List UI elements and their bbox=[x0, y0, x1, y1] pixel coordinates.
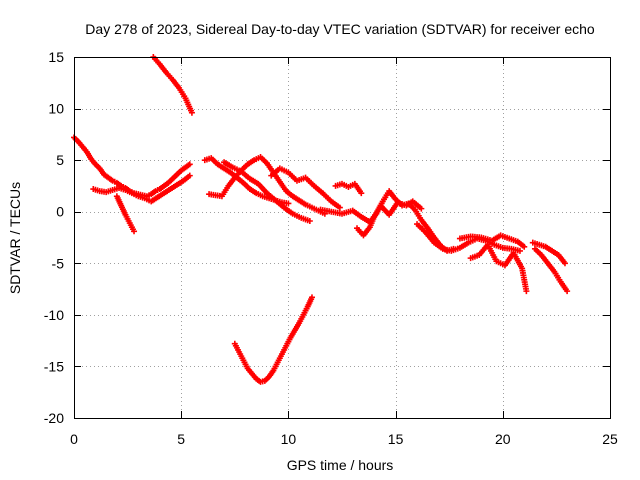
y-tick-label: -5 bbox=[52, 255, 65, 271]
x-axis-label: GPS time / hours bbox=[287, 457, 394, 473]
data-point bbox=[186, 172, 193, 179]
y-tick-label: 15 bbox=[48, 49, 64, 65]
series-main-trend-lower bbox=[90, 172, 193, 205]
series-main-trend bbox=[71, 134, 193, 200]
axis-ticks: 0 5 10 15 20 25 -20 -15 -10 -5 0 5 10 15 bbox=[44, 49, 618, 447]
series-mid-loop bbox=[268, 165, 343, 211]
y-tick-label: -20 bbox=[44, 410, 64, 426]
x-tick-label: 25 bbox=[602, 431, 618, 447]
data-point bbox=[564, 288, 571, 295]
data-point bbox=[131, 228, 138, 235]
x-tick-label: 5 bbox=[177, 431, 185, 447]
data-point bbox=[516, 247, 523, 254]
data-point bbox=[336, 204, 343, 211]
series-mid-right-dips bbox=[354, 198, 425, 239]
x-tick-label: 0 bbox=[70, 431, 78, 447]
data-point bbox=[521, 243, 528, 250]
series-late-trend bbox=[414, 221, 523, 254]
y-tick-label: -10 bbox=[44, 307, 64, 323]
data-point bbox=[561, 260, 568, 267]
series-end-b bbox=[531, 245, 571, 295]
data-point bbox=[186, 161, 193, 168]
grid-lines bbox=[74, 57, 610, 418]
y-tick-label: 10 bbox=[48, 101, 64, 117]
y-axis-label: SDTVAR / TECUs bbox=[7, 182, 23, 294]
y-tick-label: 5 bbox=[56, 152, 64, 168]
series-end-a bbox=[529, 239, 568, 267]
x-tick-label: 20 bbox=[495, 431, 511, 447]
series-mid-cluster-c bbox=[221, 159, 313, 224]
series-mid-cluster-b bbox=[206, 154, 328, 217]
data-point bbox=[358, 190, 365, 197]
data-point bbox=[418, 205, 425, 212]
series-late-lower bbox=[467, 241, 530, 295]
series-early-drop bbox=[113, 193, 138, 235]
data-point bbox=[523, 288, 530, 295]
data-point bbox=[306, 217, 313, 224]
series-late-upper bbox=[456, 232, 528, 250]
y-tick-label: 0 bbox=[56, 204, 64, 220]
data-point bbox=[188, 109, 195, 116]
plot-frame bbox=[74, 57, 611, 419]
x-tick-label: 15 bbox=[388, 431, 404, 447]
data-point bbox=[285, 200, 292, 207]
chart-title: Day 278 of 2023, Sidereal Day-to-day VTE… bbox=[85, 21, 595, 37]
x-tick-label: 10 bbox=[281, 431, 297, 447]
series-bump-13 bbox=[332, 180, 365, 197]
data-point bbox=[308, 294, 315, 301]
series-deep-arc bbox=[231, 294, 315, 385]
series-rise-arc bbox=[150, 54, 195, 116]
data-points bbox=[71, 54, 571, 385]
y-tick-label: -15 bbox=[44, 358, 64, 374]
